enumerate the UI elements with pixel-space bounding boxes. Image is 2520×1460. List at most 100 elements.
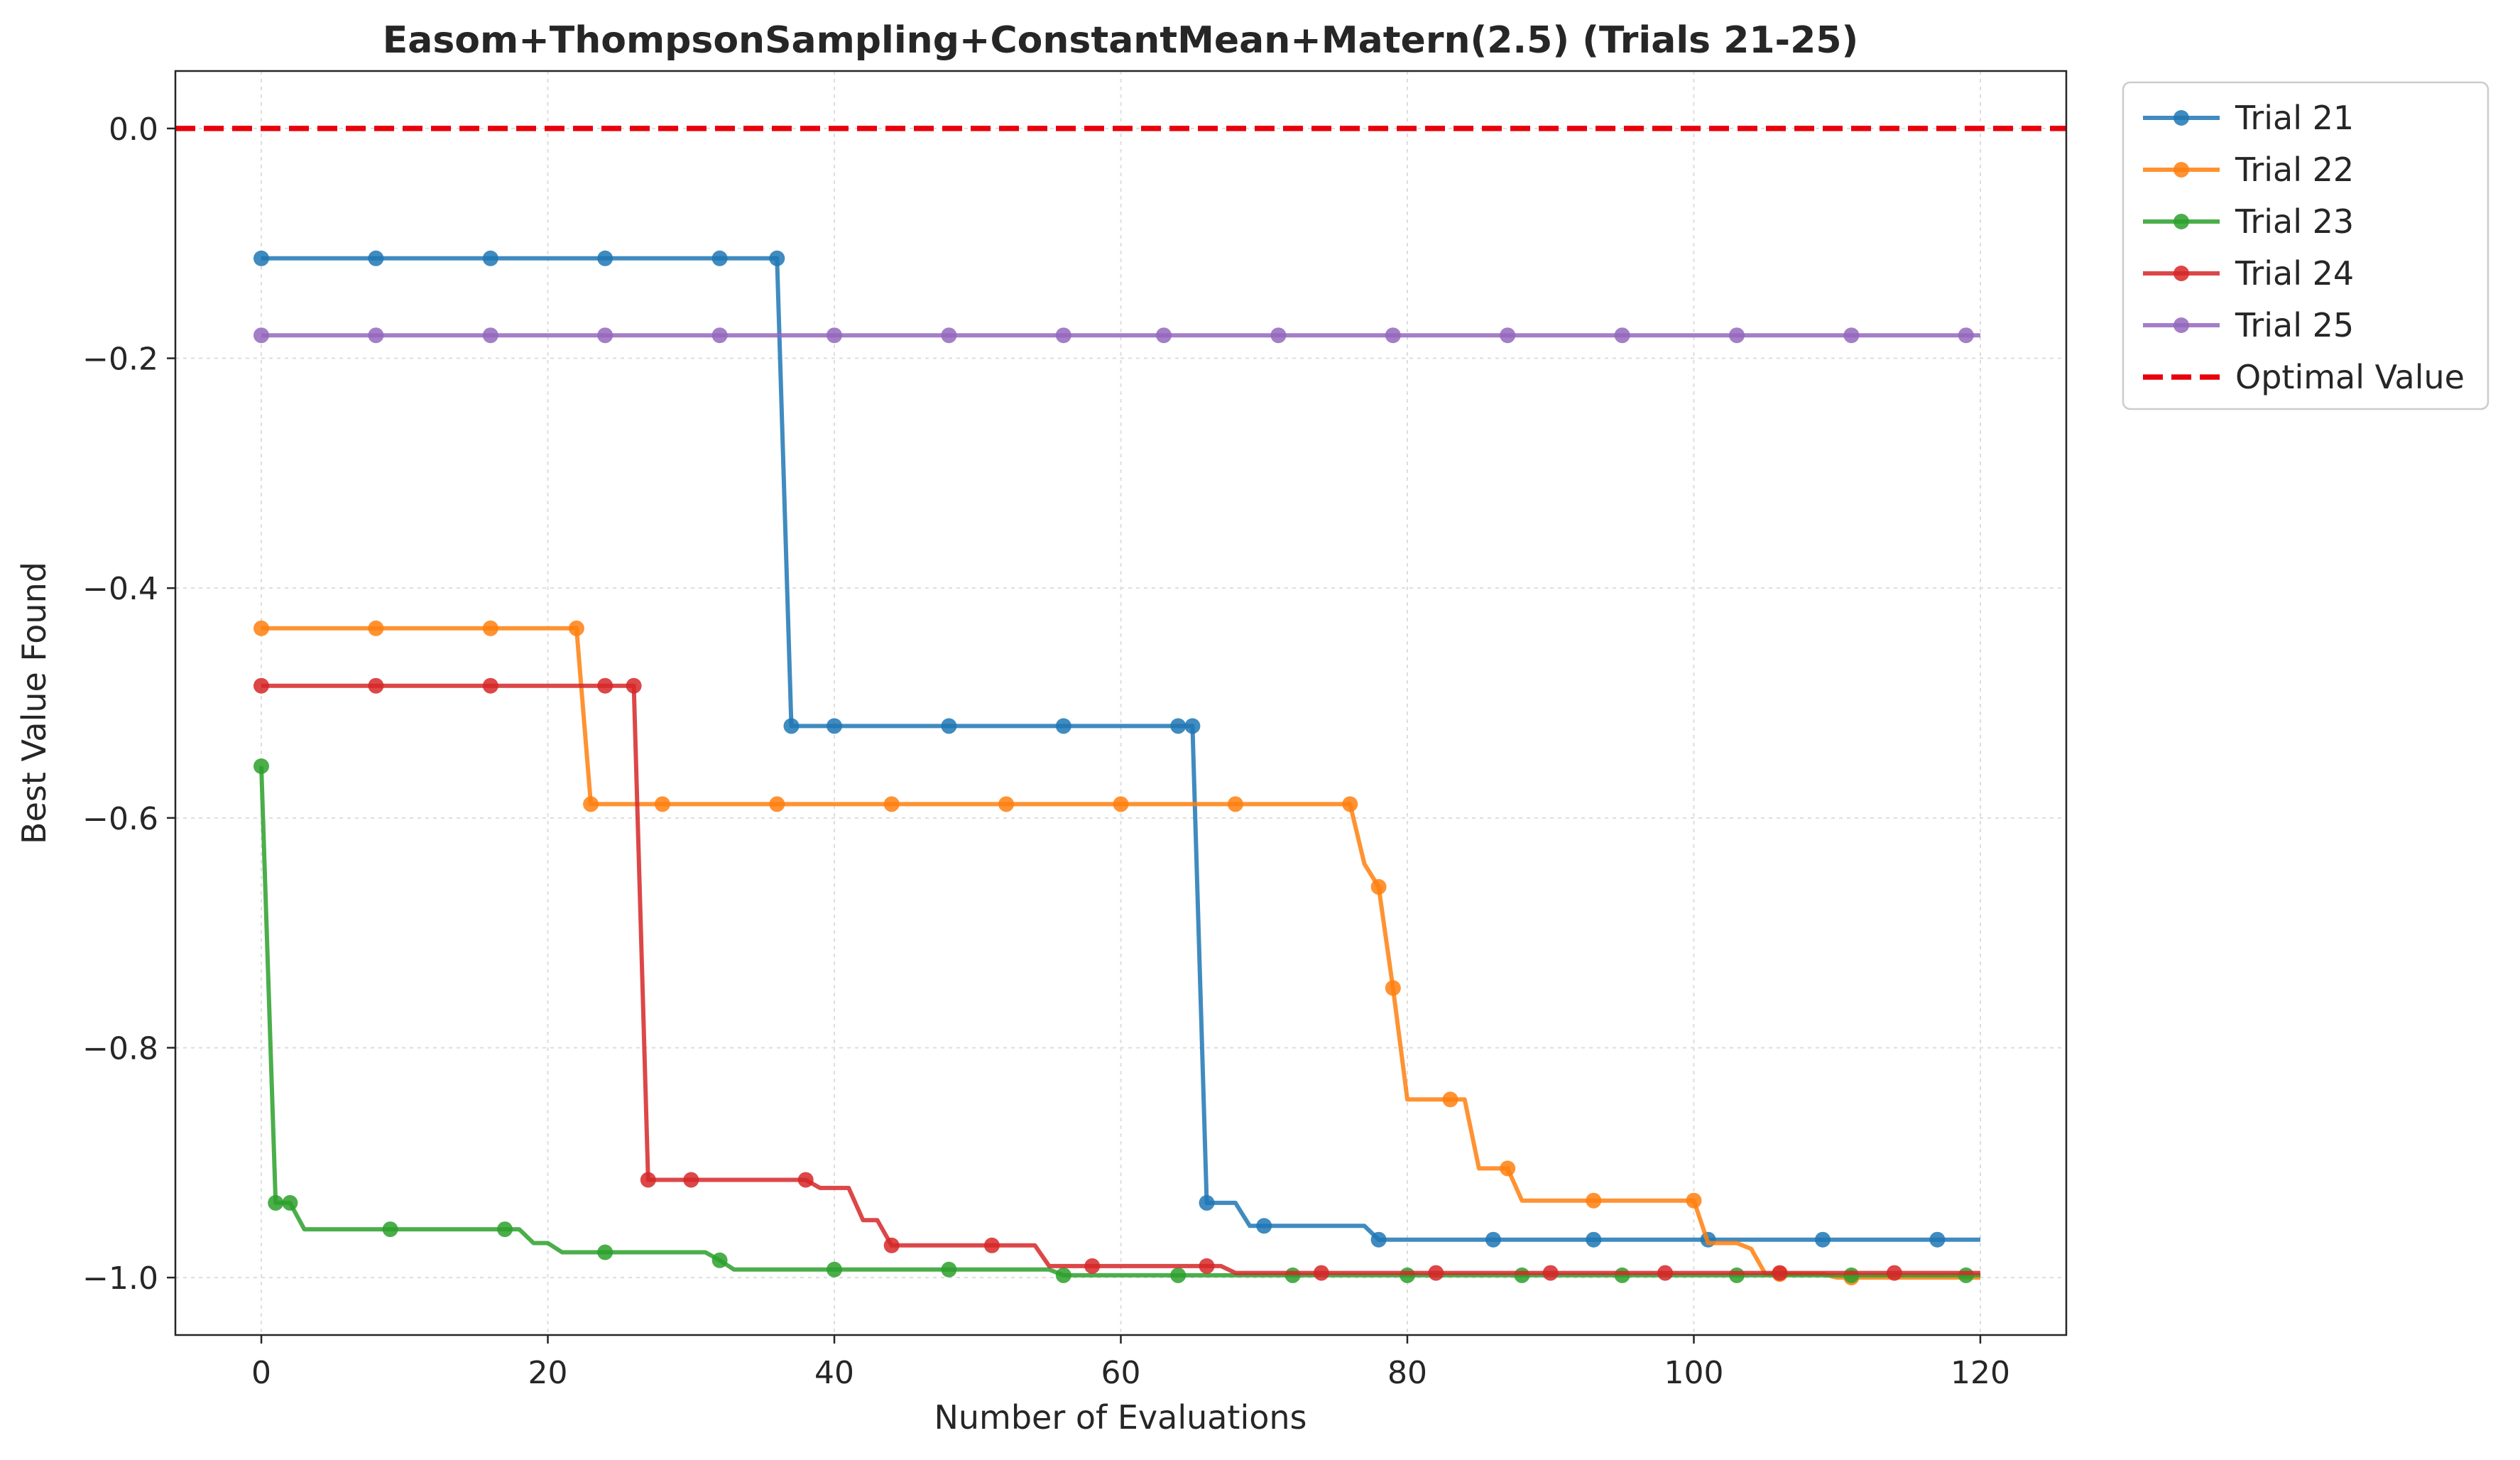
- legend-label: Trial 24: [2235, 254, 2354, 293]
- data-point: [1442, 1091, 1458, 1108]
- data-point: [797, 1172, 814, 1188]
- data-point: [597, 1244, 613, 1260]
- data-point: [282, 1194, 298, 1211]
- legend-label: Trial 25: [2235, 306, 2354, 344]
- data-point: [1485, 1231, 1501, 1248]
- x-tick-label: 60: [1101, 1355, 1141, 1391]
- data-layer: [175, 126, 2066, 1286]
- legend: Trial 21 Trial 22 Trial 23 Trial 24 Trial 25…: [2122, 81, 2489, 410]
- data-point: [482, 677, 498, 694]
- data-point: [1385, 327, 1401, 344]
- data-point: [626, 677, 642, 694]
- y-axis-label: Best Value Found: [15, 562, 53, 844]
- data-point: [253, 620, 269, 636]
- x-axis-label: Number of Evaluations: [934, 1398, 1307, 1437]
- data-point: [1500, 327, 1516, 344]
- legend-marker: [2173, 110, 2189, 126]
- data-point: [1586, 1231, 1602, 1248]
- x-tick-label: 0: [251, 1355, 271, 1391]
- legend-marker: [2173, 317, 2189, 333]
- data-point: [1514, 1267, 1530, 1283]
- data-point: [640, 1172, 656, 1188]
- data-point: [1313, 1265, 1329, 1281]
- data-point: [827, 1261, 842, 1278]
- data-point: [1843, 1267, 1860, 1283]
- data-point: [1500, 1160, 1516, 1177]
- data-point: [1256, 1218, 1272, 1234]
- data-point: [1370, 878, 1387, 895]
- data-point: [253, 250, 269, 266]
- data-point: [1400, 1267, 1415, 1283]
- data-point: [368, 677, 384, 694]
- series-trial-24: [253, 677, 1980, 1281]
- data-point: [1170, 718, 1187, 734]
- data-point: [1055, 1267, 1071, 1283]
- data-point: [769, 250, 785, 266]
- x-tick-label: 80: [1387, 1355, 1427, 1391]
- data-point: [482, 327, 498, 344]
- data-point: [1958, 327, 1974, 344]
- series-line: [261, 626, 1980, 1280]
- y-tick-label: −0.8: [82, 1030, 158, 1067]
- data-point: [1929, 1231, 1946, 1248]
- data-point: [1886, 1265, 1902, 1281]
- chart-title: Easom+ThompsonSampling+ConstantMean+Mate…: [383, 19, 1859, 62]
- legend-item: Trial 23: [2143, 202, 2354, 241]
- data-point: [711, 250, 728, 266]
- data-point: [1170, 1267, 1187, 1283]
- data-point: [1729, 327, 1745, 344]
- data-point: [368, 620, 384, 636]
- x-tick-label: 20: [528, 1355, 568, 1391]
- data-point: [683, 1172, 699, 1188]
- legend-marker: [2173, 266, 2189, 281]
- data-point: [1284, 1267, 1301, 1283]
- data-point: [1227, 796, 1243, 812]
- data-point: [1199, 1258, 1215, 1274]
- data-point: [711, 327, 728, 344]
- legend-marker: [2173, 214, 2189, 229]
- data-point: [1270, 327, 1287, 344]
- data-point: [883, 796, 900, 812]
- series-trial-23: [253, 758, 1980, 1283]
- legend-item: Optimal Value: [2143, 358, 2465, 396]
- data-point: [1542, 1265, 1559, 1281]
- data-point: [268, 1194, 284, 1211]
- data-point: [1428, 1265, 1444, 1281]
- data-point: [711, 1252, 728, 1268]
- data-point: [253, 758, 269, 774]
- data-point: [1184, 718, 1201, 734]
- legend-item: Trial 22: [2143, 151, 2354, 189]
- data-point: [482, 250, 498, 266]
- legend-label: Trial 22: [2235, 151, 2354, 189]
- data-point: [1614, 327, 1630, 344]
- data-point: [1614, 1267, 1630, 1283]
- data-point: [1385, 980, 1401, 996]
- data-point: [1586, 1192, 1602, 1209]
- data-point: [769, 796, 785, 812]
- series-trial-25: [253, 327, 1980, 344]
- legend-marker: [2173, 162, 2189, 178]
- data-point: [482, 620, 498, 636]
- legend-item: Trial 24: [2143, 254, 2354, 293]
- data-point: [597, 677, 613, 694]
- data-point: [1370, 1231, 1387, 1248]
- data-point: [654, 796, 670, 812]
- series-line: [261, 256, 1980, 1242]
- data-point: [941, 1261, 957, 1278]
- data-point: [1958, 1267, 1974, 1283]
- y-tick-label: −0.4: [82, 571, 158, 607]
- data-point: [1815, 1231, 1831, 1248]
- series-line: [261, 683, 1980, 1275]
- legend-label: Optimal Value: [2235, 358, 2465, 396]
- data-point: [827, 327, 842, 344]
- y-tick-label: −0.2: [82, 342, 158, 378]
- legend-item: Trial 21: [2143, 99, 2354, 137]
- data-point: [597, 250, 613, 266]
- data-point: [1729, 1267, 1745, 1283]
- y-tick-label: −0.6: [82, 801, 158, 837]
- data-point: [883, 1237, 900, 1253]
- data-point: [1686, 1192, 1702, 1209]
